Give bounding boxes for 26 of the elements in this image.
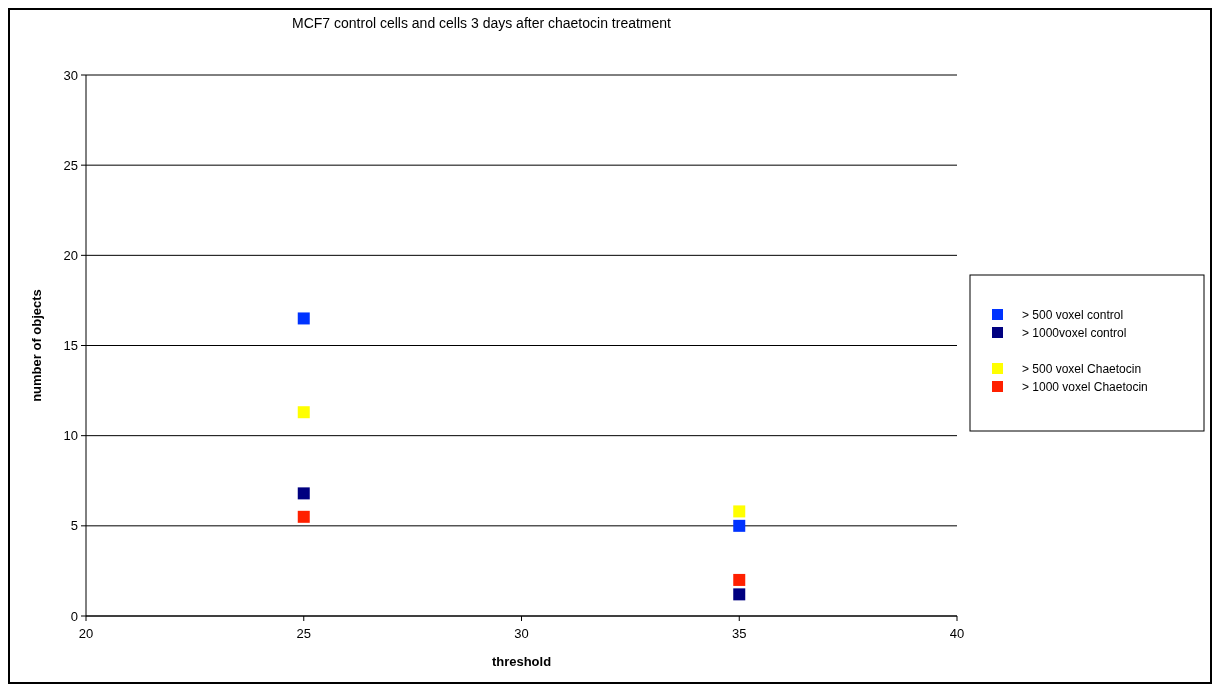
legend-label: > 500 voxel Chaetocin — [1022, 362, 1142, 377]
y-tick-label: 25 — [63, 157, 78, 173]
y-tick-label: 0 — [70, 608, 78, 624]
legend-label: > 500 voxel control — [1022, 308, 1124, 323]
y-tick-label: 15 — [63, 338, 78, 354]
point — [297, 406, 310, 419]
point — [733, 573, 746, 586]
x-tick-label: 35 — [732, 626, 747, 641]
point — [733, 519, 746, 532]
x-tick-label: 25 — [296, 626, 311, 641]
point — [297, 487, 310, 500]
y-tick-label: 30 — [63, 67, 78, 83]
y-axis-title: number of objects — [29, 289, 44, 402]
y-tick-label: 10 — [63, 428, 78, 444]
x-tick-label: 40 — [949, 626, 965, 641]
y-tick-label: 5 — [70, 518, 78, 534]
legend-label: > 1000voxel control — [1022, 326, 1127, 341]
y-tick-label: 20 — [63, 247, 78, 263]
point — [733, 505, 746, 518]
point — [297, 510, 310, 523]
x-tick-label: 30 — [514, 626, 529, 641]
chart-title: MCF7 control cells and cells 3 days after chaetocin treatment — [292, 15, 672, 31]
point — [733, 588, 746, 601]
x-axis-title: threshold — [491, 654, 552, 669]
point — [297, 312, 310, 325]
legend-label: > 1000 voxel Chaetocin — [1022, 380, 1148, 395]
